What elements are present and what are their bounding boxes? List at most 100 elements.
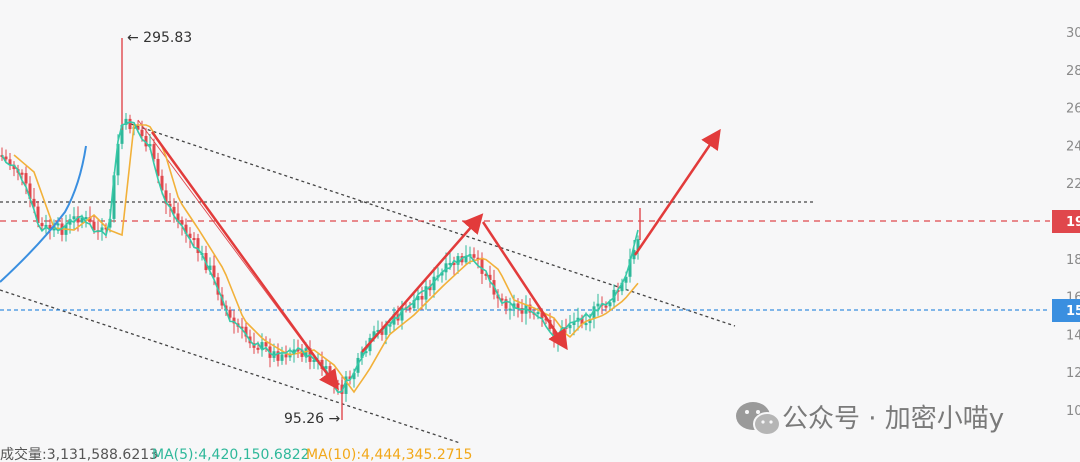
candle-body [124,118,128,125]
y-tick-label: 30 [1066,26,1080,41]
candle-body [108,218,112,228]
candle-body [484,273,488,276]
candle-body [208,265,212,271]
candle-body [272,351,276,358]
candle-body [92,221,96,231]
y-tick-label: 26 [1066,102,1080,117]
price-tag-19-bg [1052,210,1080,233]
candle-body [628,259,632,277]
ma5-label: MA(5):4,420,150.6822 [152,447,310,462]
candle-body [440,272,444,276]
candle-body [352,372,356,380]
arrow-up-2 [633,128,721,256]
candle-body [148,144,152,147]
candle-body [8,159,12,165]
candle-body [604,305,608,308]
candle-body [188,233,192,239]
candle-body [488,274,492,281]
candle-body [624,276,628,283]
candle-body [244,326,248,337]
candle-body [428,286,432,291]
candle-body [264,342,268,347]
candle-body [216,277,220,295]
candle-body [528,304,532,313]
candle-body [100,227,104,231]
candle-body [276,351,280,361]
candle-body [608,302,612,307]
candle-body [184,224,188,234]
candle-body [572,321,576,325]
y-tick-label: 18 [1066,253,1080,268]
candle-body [384,325,388,335]
low-annotation: 95.26 → [284,411,341,427]
candle-body [344,376,348,394]
candle-body [32,198,36,207]
candle-body [480,257,484,274]
candle-body [84,217,88,220]
candle-body [164,190,168,204]
ma10-line [13,124,639,394]
candle-body [380,329,384,335]
candle-body [512,303,516,309]
candle-body [284,354,288,358]
candle-body [112,175,116,219]
candle-body [104,227,108,230]
support-line [0,289,461,444]
candle-body [296,349,300,352]
candle-body [520,308,524,314]
candle-body [312,359,316,362]
candle-body [588,319,592,324]
watermark: 公众号 · 加密小喵y [736,402,1004,436]
wechat-icon [736,402,781,436]
candle-body [504,299,508,309]
blue-curve [0,145,87,283]
candle-body [636,239,640,251]
candle-body [280,354,284,361]
candle-body [88,217,92,222]
candle-body [116,143,120,176]
y-tick-label: 24 [1066,139,1080,154]
high-annotation: ← 295.83 [127,30,192,46]
y-tick-label: 14 [1066,328,1080,343]
candle-body [292,349,296,354]
y-tick-label: 12 [1066,366,1080,381]
candle-body [456,256,460,265]
candle-body [596,303,600,307]
candle-body [444,263,448,273]
candle-body [152,144,156,159]
candle-body [56,223,60,226]
candle-body [592,306,596,320]
y-tick-label: 28 [1066,64,1080,79]
resistance-line [124,121,736,327]
candle-body [68,219,72,225]
candle-body [28,183,32,199]
candle-body [144,135,148,147]
candle-body [136,126,140,130]
y-tick-label: 22 [1066,177,1080,192]
status-bar: 成交量:3,131,588.6213 MA(5):4,420,150.6822 … [0,446,472,462]
arrow-up-1 [361,213,484,353]
candle-body [240,326,244,329]
candle-body [72,216,76,220]
candle-body [364,351,368,354]
price-tag-19-label: 19 [1066,215,1080,230]
candle-body [432,276,436,291]
candle-body [420,296,424,300]
candle-body [40,223,44,227]
candle-body [76,216,80,223]
candle-body [336,382,340,385]
candle-body [172,206,176,214]
candle-body [212,265,216,278]
overlay-arrows [150,128,721,391]
arrow-down-1 [150,131,339,391]
candle-body [400,307,404,321]
volume-label: 成交量:3,131,588.6213 [0,446,158,462]
candle-body [196,238,200,254]
candle-body [412,300,416,309]
candle-body [228,309,232,318]
candle-body [448,262,452,265]
candle-body [408,307,412,310]
candle-body [4,156,8,160]
candle-body [180,220,184,225]
